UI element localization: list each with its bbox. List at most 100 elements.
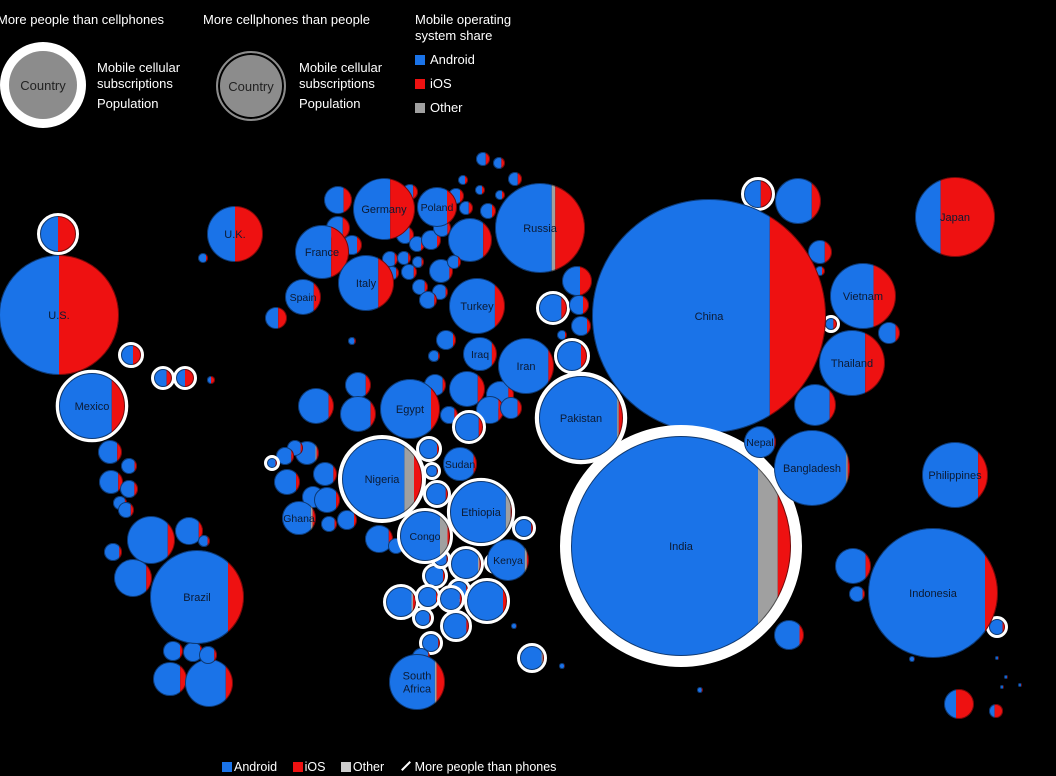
country-label: China <box>695 311 725 323</box>
android-share-segment <box>443 613 467 639</box>
country-bubble <box>448 546 484 582</box>
bubble-outline <box>569 295 589 315</box>
country-label: Thailand <box>831 358 873 370</box>
country-bubble <box>493 157 505 169</box>
bubble-outline <box>342 439 422 519</box>
country-bubble-iran: Iran <box>498 338 554 394</box>
population-ring <box>560 425 802 667</box>
bubble-outline <box>989 619 1005 635</box>
ios-share-segment <box>214 646 217 664</box>
bubble-outline <box>267 458 277 468</box>
country-bubble <box>298 388 334 424</box>
bubble-outline <box>432 284 448 300</box>
country-bubble <box>452 410 486 444</box>
legend-key-subscriptions-disc-2: Country <box>216 51 286 121</box>
legend-country-label: Country <box>20 77 66 93</box>
ios-share-segment <box>130 502 134 518</box>
country-bubble <box>1000 685 1004 689</box>
bubble-outline <box>449 278 505 334</box>
bubble-outline <box>150 550 244 644</box>
bubble-outline <box>401 264 417 280</box>
ios-share-segment <box>978 442 988 508</box>
bubble-outline <box>428 350 440 362</box>
ios-share-segment <box>198 517 203 545</box>
country-bubble <box>459 201 473 215</box>
bubble-outline <box>338 255 394 311</box>
bubble-outline <box>265 307 287 329</box>
android-share-segment <box>421 230 437 250</box>
android-share-segment <box>412 256 422 268</box>
population-ring <box>554 338 590 374</box>
ios-share-segment <box>485 152 490 166</box>
country-label: Nepal <box>746 437 773 449</box>
android-share-segment <box>40 216 58 252</box>
legend-ios: iOS <box>415 76 452 92</box>
ios-share-segment <box>994 704 1003 718</box>
country-label: Mexico <box>75 401 110 413</box>
country-bubble <box>808 240 832 264</box>
ios-share-segment <box>336 487 340 513</box>
android-share-segment <box>419 291 435 309</box>
android-share-segment <box>276 447 292 465</box>
country-bubble <box>175 517 203 545</box>
bubble-outline <box>422 634 440 652</box>
country-bubble <box>517 643 547 673</box>
country-bubble <box>274 469 300 495</box>
ios-share-segment <box>431 379 440 439</box>
legend-key-subscriptions-disc: Country <box>9 51 77 119</box>
country-bubble <box>163 641 183 661</box>
population-ring <box>452 410 486 444</box>
ios-share-segment <box>833 318 837 330</box>
bubble-outline <box>515 519 533 537</box>
ios-share-segment <box>454 406 458 424</box>
android-share-segment <box>500 397 518 419</box>
os-share-title: Mobile operating system share <box>415 12 512 43</box>
ios-swatch <box>415 79 425 89</box>
population-ring <box>264 455 280 471</box>
other-share-segment <box>310 501 313 535</box>
android-share-segment <box>571 436 758 656</box>
bubble-outline <box>774 620 804 650</box>
ios-share-segment <box>445 284 448 300</box>
ios-share-segment <box>822 266 825 276</box>
country-bubble <box>127 516 175 564</box>
bubble-outline <box>500 397 522 419</box>
legend-population-label: Population <box>97 96 159 111</box>
country-label: Pakistan <box>560 413 602 425</box>
android-share-segment <box>455 413 479 441</box>
bubble-outline <box>922 442 988 508</box>
country-bubble-egypt: Egypt <box>380 379 440 439</box>
ios-share-segment <box>413 587 416 617</box>
android-share-segment <box>449 371 478 407</box>
bubble-outline <box>348 337 356 345</box>
ios-share-segment <box>207 535 210 547</box>
country-bubble <box>415 584 441 610</box>
bubble-outline <box>415 610 431 626</box>
country-bubble <box>118 502 134 518</box>
bubble-outline <box>386 587 416 617</box>
ios-share-segment <box>118 470 123 494</box>
android-share-segment <box>154 369 167 387</box>
bubble-outline <box>498 338 554 394</box>
android-share-segment <box>127 516 168 564</box>
chart-legend-bottom: Android iOS Other More people than phone… <box>222 760 568 774</box>
country-bubble <box>412 607 434 629</box>
country-bubble <box>1018 683 1022 687</box>
android-share-segment <box>207 376 211 384</box>
country-bubble <box>835 548 871 584</box>
android-share-segment <box>418 587 436 607</box>
bottom-ios-swatch <box>292 762 303 772</box>
android-share-segment <box>426 465 437 477</box>
population-ring <box>55 369 129 443</box>
country-label: Russia <box>523 223 558 235</box>
country-label: Sudan <box>445 459 476 471</box>
bubble-outline <box>571 316 591 336</box>
bubble-outline <box>163 641 183 661</box>
android-share-segment <box>775 178 812 224</box>
ios-share-segment <box>460 188 464 204</box>
ios-share-segment <box>370 396 376 432</box>
country-bubble <box>849 586 865 602</box>
country-bubble <box>794 384 836 426</box>
bubble-outline <box>989 704 1003 718</box>
country-bubble-italy: Italy <box>338 255 394 311</box>
